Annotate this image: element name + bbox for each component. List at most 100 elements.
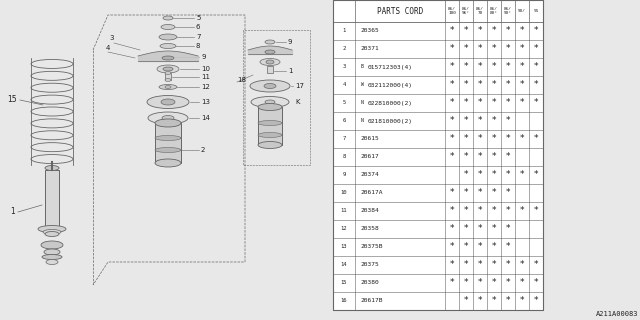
Text: *: * xyxy=(477,243,483,252)
Text: *: * xyxy=(477,44,483,53)
Text: *: * xyxy=(450,81,454,90)
Text: *: * xyxy=(492,225,496,234)
Text: 022810000(2): 022810000(2) xyxy=(368,100,413,106)
Text: 015712303(4): 015712303(4) xyxy=(368,65,413,69)
Text: *: * xyxy=(477,116,483,125)
Ellipse shape xyxy=(45,165,59,171)
Text: 6: 6 xyxy=(196,24,200,30)
Text: 20617B: 20617B xyxy=(360,299,383,303)
Text: 11: 11 xyxy=(340,209,348,213)
Bar xyxy=(258,107,282,145)
Text: *: * xyxy=(492,134,496,143)
Text: N: N xyxy=(361,118,364,124)
Text: *: * xyxy=(477,297,483,306)
Ellipse shape xyxy=(165,85,171,89)
Text: *: * xyxy=(534,260,538,269)
Text: *: * xyxy=(477,99,483,108)
Text: *: * xyxy=(506,243,510,252)
Text: *: * xyxy=(492,153,496,162)
Text: *: * xyxy=(477,27,483,36)
Ellipse shape xyxy=(258,121,282,125)
Ellipse shape xyxy=(147,95,189,108)
Text: *: * xyxy=(506,171,510,180)
Text: *: * xyxy=(450,27,454,36)
Text: 3: 3 xyxy=(109,35,115,41)
Text: *: * xyxy=(464,99,468,108)
Text: *: * xyxy=(450,243,454,252)
Text: 1: 1 xyxy=(342,28,346,34)
Text: *: * xyxy=(464,62,468,71)
Text: *: * xyxy=(492,188,496,197)
Ellipse shape xyxy=(162,56,174,60)
Ellipse shape xyxy=(155,159,181,167)
Text: *: * xyxy=(450,99,454,108)
Text: *: * xyxy=(464,297,468,306)
Bar xyxy=(333,0,543,310)
Text: *: * xyxy=(477,153,483,162)
Bar xyxy=(45,170,59,232)
Text: 9: 9 xyxy=(288,39,292,45)
Ellipse shape xyxy=(148,112,188,124)
Text: 86/
96°: 86/ 96° xyxy=(462,7,470,15)
Ellipse shape xyxy=(163,16,173,20)
Ellipse shape xyxy=(43,229,61,235)
Text: 6: 6 xyxy=(342,118,346,124)
Text: *: * xyxy=(464,81,468,90)
Text: *: * xyxy=(464,44,468,53)
Text: *: * xyxy=(492,206,496,215)
Ellipse shape xyxy=(265,40,275,44)
Text: *: * xyxy=(506,44,510,53)
Text: *: * xyxy=(534,99,538,108)
Text: *: * xyxy=(520,99,524,108)
Text: *: * xyxy=(450,225,454,234)
Text: PARTS CORD: PARTS CORD xyxy=(377,6,423,15)
Text: 20375B: 20375B xyxy=(360,244,383,250)
Text: *: * xyxy=(506,206,510,215)
Ellipse shape xyxy=(159,84,177,90)
Text: *: * xyxy=(492,297,496,306)
Text: 14: 14 xyxy=(340,262,348,268)
Text: *: * xyxy=(506,297,510,306)
Text: 20380: 20380 xyxy=(360,281,379,285)
Text: *: * xyxy=(506,225,510,234)
Ellipse shape xyxy=(161,25,175,29)
Text: *: * xyxy=(534,62,538,71)
Text: *: * xyxy=(464,171,468,180)
Ellipse shape xyxy=(258,132,282,138)
Text: 2: 2 xyxy=(201,147,205,153)
Text: 1: 1 xyxy=(10,207,15,217)
Text: *: * xyxy=(534,297,538,306)
Ellipse shape xyxy=(41,241,63,249)
Ellipse shape xyxy=(160,44,176,49)
Text: *: * xyxy=(520,81,524,90)
Ellipse shape xyxy=(42,254,62,260)
Text: *: * xyxy=(450,206,454,215)
Text: 8: 8 xyxy=(196,43,200,49)
Text: 17: 17 xyxy=(295,83,304,89)
Bar xyxy=(155,123,181,163)
Ellipse shape xyxy=(46,260,58,265)
Ellipse shape xyxy=(155,135,181,140)
Text: *: * xyxy=(506,260,510,269)
Ellipse shape xyxy=(162,116,174,121)
Ellipse shape xyxy=(265,50,275,54)
Text: 7: 7 xyxy=(196,34,200,40)
Text: 20617: 20617 xyxy=(360,155,379,159)
Text: 13: 13 xyxy=(340,244,348,250)
Text: 15: 15 xyxy=(8,94,17,103)
Text: *: * xyxy=(464,188,468,197)
Text: *: * xyxy=(464,243,468,252)
Text: *: * xyxy=(492,116,496,125)
Text: 10: 10 xyxy=(201,66,210,72)
Ellipse shape xyxy=(155,148,181,153)
Text: *: * xyxy=(492,260,496,269)
Text: *: * xyxy=(477,206,483,215)
Text: *: * xyxy=(477,260,483,269)
Ellipse shape xyxy=(163,67,173,71)
Text: 021810000(2): 021810000(2) xyxy=(368,118,413,124)
Text: *: * xyxy=(477,188,483,197)
Text: 20617A: 20617A xyxy=(360,190,383,196)
Text: 2: 2 xyxy=(342,46,346,52)
Text: *: * xyxy=(520,171,524,180)
Text: *: * xyxy=(492,171,496,180)
